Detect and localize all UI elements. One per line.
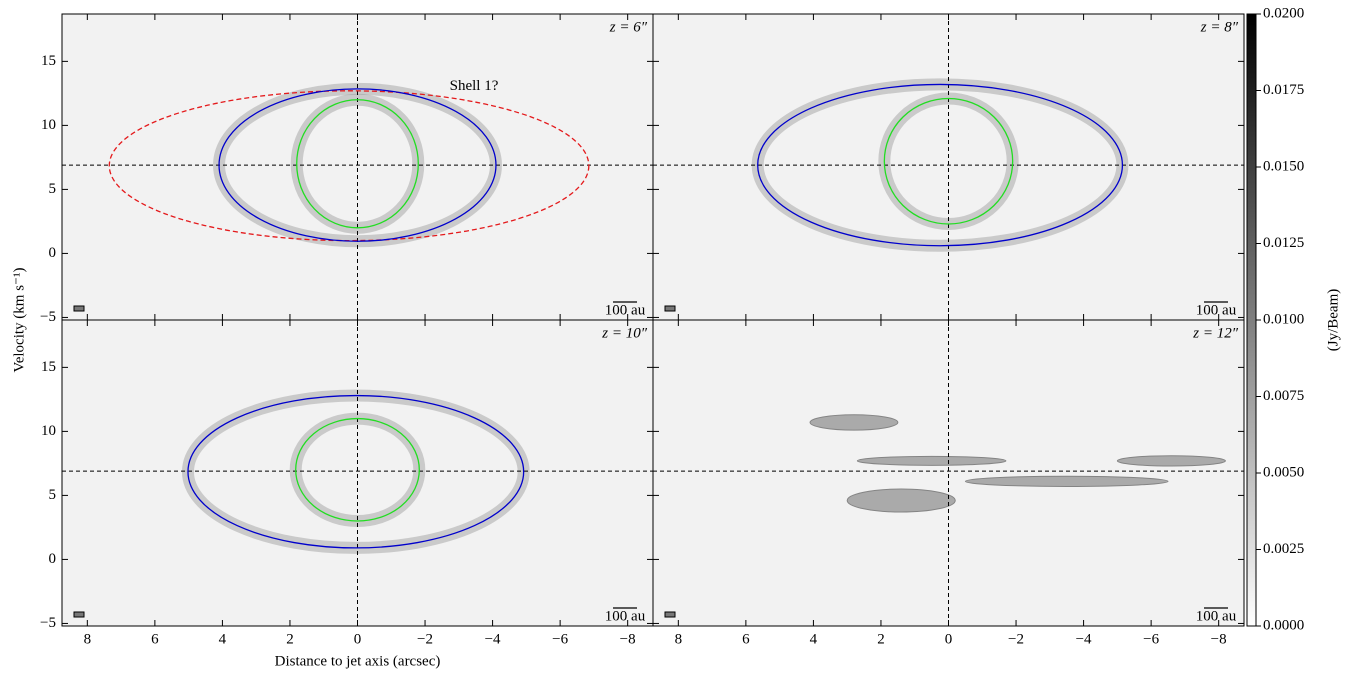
colorbar-tick-label: 0.0025	[1263, 541, 1304, 557]
emission	[1116, 455, 1226, 467]
y-tick-label: 5	[49, 181, 57, 197]
emission	[964, 475, 1169, 487]
colorbar-tick-label: 0.0075	[1263, 388, 1304, 404]
panel-label: z = 6″	[609, 19, 648, 35]
scale-bar-label: 100 au	[1196, 302, 1237, 318]
x-tick-label: 8	[84, 631, 92, 647]
x-tick-label: 8	[675, 631, 683, 647]
y-tick-label: 15	[41, 359, 56, 375]
colorbar-tick-label: 0.0175	[1263, 82, 1304, 98]
panel-label: z = 10″	[601, 325, 647, 341]
colorbar	[1246, 13, 1257, 627]
y-tick-label: 0	[49, 551, 57, 567]
beam	[664, 305, 676, 312]
y-tick-label: −5	[40, 615, 56, 631]
y-tick-label: −5	[40, 309, 56, 325]
x-tick-label: −2	[417, 631, 433, 647]
colorbar-tick-label: 0.0150	[1263, 158, 1304, 174]
colorbar-tick-label: 0.0125	[1263, 235, 1304, 251]
x-tick-label: 6	[742, 631, 750, 647]
panel-label: z = 12″	[1192, 325, 1238, 341]
scale-bar-label: 100 au	[1196, 608, 1237, 624]
x-tick-label: −4	[1076, 631, 1092, 647]
fit-ellipse	[883, 97, 1014, 225]
x-tick-label: 2	[286, 631, 294, 647]
y-tick-label: 0	[49, 245, 57, 261]
fit-ellipse	[187, 394, 525, 549]
emission	[809, 414, 899, 431]
fit-ellipse	[757, 83, 1124, 247]
x-tick-label: −4	[485, 631, 501, 647]
y-tick-label: 10	[41, 117, 56, 133]
emission	[846, 488, 956, 513]
x-tick-label: 2	[877, 631, 885, 647]
beam	[664, 611, 676, 618]
x-axis-label: Distance to jet axis (arcsec)	[275, 653, 441, 669]
y-tick-label: 10	[41, 423, 56, 439]
x-tick-label: −2	[1008, 631, 1024, 647]
panel	[653, 320, 1244, 626]
scale-bar-label: 100 au	[605, 302, 646, 318]
y-tick-label: 15	[41, 53, 56, 69]
panel-label: z = 8″	[1200, 19, 1239, 35]
x-tick-label: 4	[810, 631, 818, 647]
x-tick-label: 0	[945, 631, 953, 647]
panel	[653, 14, 1244, 320]
x-tick-label: 6	[151, 631, 159, 647]
beam	[73, 305, 85, 312]
x-tick-label: −6	[552, 631, 568, 647]
emission	[856, 455, 1007, 466]
annotation: Shell 1?	[450, 78, 499, 94]
x-tick-label: −6	[1143, 631, 1159, 647]
beam	[73, 611, 85, 618]
y-axis-label: Velocity (km s⁻¹)	[11, 268, 27, 373]
x-tick-label: −8	[620, 631, 636, 647]
scale-bar-label: 100 au	[605, 608, 646, 624]
colorbar-tick-label: 0.0050	[1263, 464, 1304, 480]
x-tick-label: 4	[219, 631, 227, 647]
colorbar-label: (Jy/Beam)	[1325, 289, 1341, 351]
x-tick-label: 0	[354, 631, 362, 647]
y-tick-label: 5	[49, 487, 57, 503]
colorbar-tick-label: 0.0200	[1263, 5, 1304, 21]
panel	[62, 14, 653, 320]
x-tick-label: −8	[1211, 631, 1227, 647]
colorbar-tick-label: 0.0000	[1263, 617, 1304, 633]
fit-ellipse	[218, 88, 497, 242]
panel	[62, 320, 653, 626]
fit-ellipse	[296, 99, 419, 229]
colorbar-tick-label: 0.0100	[1263, 311, 1304, 327]
fit-ellipse	[295, 417, 420, 522]
